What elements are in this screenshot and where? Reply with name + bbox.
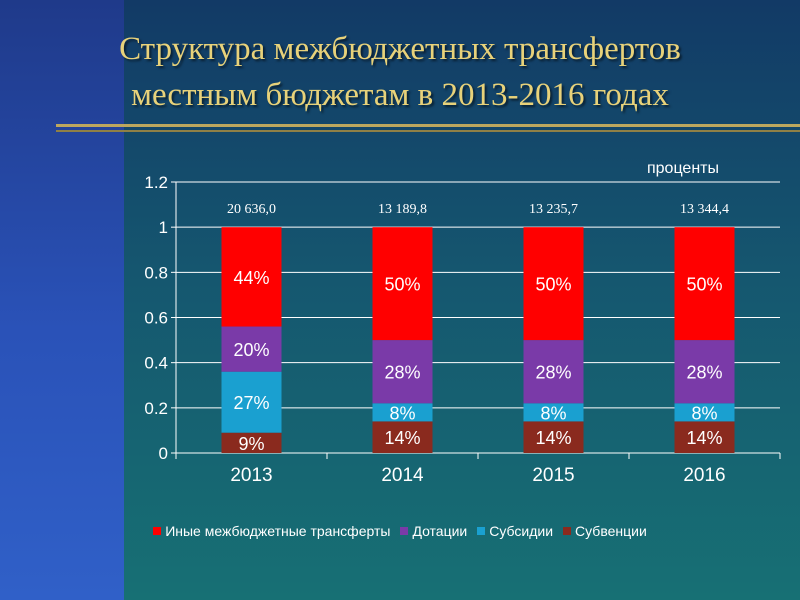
data-label: 28% (686, 363, 722, 383)
bar-segment (372, 340, 433, 404)
legend-swatch (153, 527, 162, 535)
data-label: 14% (686, 428, 722, 448)
slide-title: Структура межбюджетных трансфертов местн… (0, 26, 800, 118)
bar-segment (221, 371, 282, 433)
legend-swatch (400, 527, 409, 535)
legend-item: Иные межбюджетные трансферты (153, 523, 390, 539)
chart-labels: 9% 27% 20% 44% 20 636,0 14% 8% 28% 50% 13 189,8 14… (227, 202, 729, 454)
y-tick-label: 1.2 (144, 173, 168, 192)
legend-label: Субвенции (575, 523, 647, 539)
bar-segment (674, 403, 735, 422)
y-tick-label: 1 (159, 218, 168, 237)
legend-item: Субсидии (477, 523, 553, 539)
x-tick-label: 2016 (683, 465, 725, 486)
legend-label: Субсидии (489, 523, 554, 539)
bar-segment (674, 421, 735, 453)
data-label: 8% (540, 403, 566, 423)
legend-label: Дотации (412, 523, 468, 539)
data-label: 50% (384, 275, 420, 295)
total-label: 13 189,8 (378, 202, 427, 217)
y-tick-label: 0.4 (144, 354, 168, 373)
legend-item: Дотации (400, 523, 467, 539)
left-accent-band (0, 0, 124, 600)
data-label: 28% (535, 363, 571, 383)
bar-segment (221, 227, 282, 327)
legend-item: Субвенции (563, 523, 647, 539)
data-label: 27% (233, 393, 269, 413)
bar-segment (674, 227, 735, 341)
legend-swatch (477, 527, 486, 535)
y-tick-label: 0.8 (144, 263, 168, 282)
data-label: 8% (389, 403, 415, 423)
units-label: проценты (647, 160, 719, 177)
data-label: 8% (691, 403, 717, 423)
data-label: 14% (535, 428, 571, 448)
title-underline (56, 124, 800, 127)
bar-segment (523, 403, 584, 422)
bar-segment (523, 227, 584, 341)
data-label: 44% (233, 268, 269, 288)
total-label: 20 636,0 (227, 202, 276, 217)
title-line-1: Структура межбюджетных трансфертов (119, 31, 681, 67)
x-tick-label: 2013 (230, 465, 272, 486)
bar-segment (221, 432, 282, 453)
bar-segment (372, 227, 433, 341)
data-label: 14% (384, 428, 420, 448)
title-line-2: местным бюджетам в 2013-2016 годах (131, 77, 669, 113)
legend-swatch (563, 527, 572, 535)
bar-segment (372, 421, 433, 453)
data-label: 9% (238, 434, 264, 454)
bar-segment (523, 340, 584, 404)
data-label: 50% (686, 275, 722, 295)
data-label: 28% (384, 363, 420, 383)
chart-bars (221, 227, 735, 453)
total-label: 13 344,4 (680, 202, 729, 217)
y-tick-label: 0.6 (144, 309, 168, 328)
bar-segment (372, 403, 433, 422)
x-tick-label: 2014 (381, 465, 424, 486)
bar-segment (523, 421, 584, 453)
chart-legend: Иные межбюджетные трансферты Дотации Субси… (0, 522, 800, 539)
legend-label: Иные межбюджетные трансферты (165, 523, 391, 539)
title-underline-secondary (56, 130, 800, 132)
bar-segment (674, 340, 735, 404)
data-label: 50% (535, 275, 571, 295)
y-tick-label: 0 (159, 444, 168, 463)
x-tick-label: 2015 (532, 465, 574, 486)
y-tick-label: 0.2 (144, 399, 168, 418)
data-label: 20% (233, 340, 269, 360)
total-label: 13 235,7 (529, 202, 578, 217)
chart-axes: 0 0.2 0.4 0.6 0.8 1 1.2 2013 2014 2015 2016 (144, 173, 781, 486)
bar-segment (221, 326, 282, 372)
